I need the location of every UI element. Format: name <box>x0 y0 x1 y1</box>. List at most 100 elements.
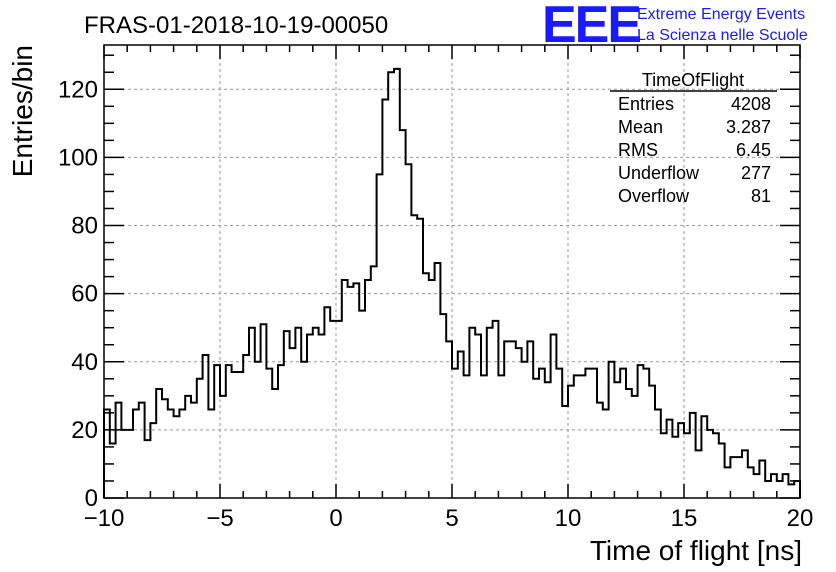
histogram-bin <box>649 386 655 498</box>
histogram-bin <box>667 420 673 498</box>
histogram-bin <box>469 328 475 498</box>
stats-row-value: 81 <box>751 186 771 206</box>
histogram-bin <box>400 130 406 498</box>
histogram-bin <box>655 409 661 498</box>
histogram-bin <box>742 450 748 498</box>
y-tick-label: 100 <box>58 144 98 171</box>
histogram-bin <box>765 481 771 498</box>
histogram-bin <box>203 355 209 498</box>
histogram-bin <box>533 379 539 498</box>
stats-rows: Entries 4208 Mean 3.287 RMS 6.45 Underflow 277 O… <box>618 94 771 206</box>
histogram-bin <box>783 474 789 498</box>
histogram-bin <box>585 369 591 498</box>
histogram-bin <box>348 287 354 498</box>
histogram-bin <box>458 352 464 498</box>
histogram-bin <box>725 467 731 498</box>
histogram-bin <box>701 416 707 498</box>
histogram-bin <box>736 457 742 498</box>
histogram-bin <box>591 369 597 498</box>
histogram-bin <box>609 362 615 498</box>
histogram-bin <box>226 365 232 498</box>
histogram-bin <box>481 375 487 498</box>
histogram-bin <box>580 375 586 498</box>
histogram-bin <box>336 321 342 498</box>
histogram-bin <box>464 375 470 498</box>
stats-row-value: 4208 <box>731 94 771 114</box>
stats-box: TimeOfFlight Entries 4208 Mean 3.287 RMS 6.45… <box>610 70 777 206</box>
histogram-bin <box>382 99 388 498</box>
histogram-bin <box>759 461 765 498</box>
histogram-bin <box>371 266 377 498</box>
x-tick-label: 0 <box>329 505 342 532</box>
histogram-bin <box>672 437 678 498</box>
axis-ticks <box>103 45 801 499</box>
histogram-bin <box>185 396 191 498</box>
histogram-bin <box>261 324 267 498</box>
histogram-bin <box>121 430 127 498</box>
histogram-bin <box>290 348 296 498</box>
histogram-bin <box>423 273 429 498</box>
histogram-bin <box>191 403 197 498</box>
histogram-bin <box>301 362 307 498</box>
histogram-bin <box>214 365 220 498</box>
histogram-bin <box>243 355 249 498</box>
x-axis-title: Time of flight [ns] <box>590 535 802 566</box>
histogram-bin <box>324 307 330 498</box>
histogram-bin <box>295 328 301 498</box>
axis-tick-labels: −10 −5 0 5 10 15 20 0 20 40 60 80 100 120 <box>58 76 813 532</box>
histogram-bin <box>568 386 574 498</box>
histogram-bin <box>794 481 800 498</box>
histogram-bin <box>661 433 667 498</box>
histogram-bin <box>255 362 261 498</box>
histogram-bin <box>406 164 412 498</box>
histogram-bin <box>145 440 151 498</box>
histogram-bin <box>353 283 359 498</box>
histogram-bin <box>522 362 528 498</box>
chart-title: FRAS-01-2018-10-19-00050 <box>84 12 388 39</box>
histogram-bin <box>516 348 522 498</box>
histogram-bin <box>156 389 162 498</box>
histogram-bin <box>278 365 284 498</box>
histogram-bin <box>174 416 180 498</box>
histogram-bin <box>707 430 713 498</box>
stats-row-value: 3.287 <box>726 117 771 137</box>
histogram-bin <box>632 396 638 498</box>
histogram-bin <box>638 365 644 498</box>
histogram-bin <box>359 311 365 498</box>
histogram-bin <box>133 409 139 498</box>
histogram-bin <box>232 372 238 498</box>
x-tick-label: 20 <box>787 505 814 532</box>
histogram-bin <box>440 314 446 498</box>
histogram-bin <box>110 444 116 498</box>
histogram-bin <box>748 467 754 498</box>
histogram-bin <box>730 457 736 498</box>
histogram-bin <box>493 321 499 498</box>
histogram-bin <box>446 341 452 498</box>
histogram-bin <box>319 335 325 498</box>
y-tick-label: 60 <box>71 281 98 308</box>
histogram-bin <box>330 321 336 498</box>
histogram-bin <box>307 335 313 498</box>
histogram-bin <box>719 444 725 498</box>
histogram-bin <box>417 219 423 498</box>
histogram-bin <box>487 328 493 498</box>
histogram-bin <box>754 474 760 498</box>
histogram-bin <box>614 382 620 498</box>
histogram-bin <box>150 423 156 498</box>
histogram-bin <box>168 409 174 498</box>
histogram-bin <box>127 430 133 498</box>
logo-mark: EEE <box>542 0 640 54</box>
histogram-bin <box>597 403 603 498</box>
histogram-bin <box>574 375 580 498</box>
histogram-bin <box>696 450 702 498</box>
histogram-bin <box>603 409 609 498</box>
logo-line-1: Extreme Energy Events <box>637 6 805 23</box>
stats-row-label: Overflow <box>618 186 690 206</box>
histogram-bin <box>429 280 435 498</box>
histogram-bin <box>498 375 504 498</box>
y-tick-label: 120 <box>58 76 98 103</box>
stats-row-value: 277 <box>741 163 771 183</box>
histogram-bin <box>678 423 684 498</box>
histogram-bin <box>313 328 319 498</box>
